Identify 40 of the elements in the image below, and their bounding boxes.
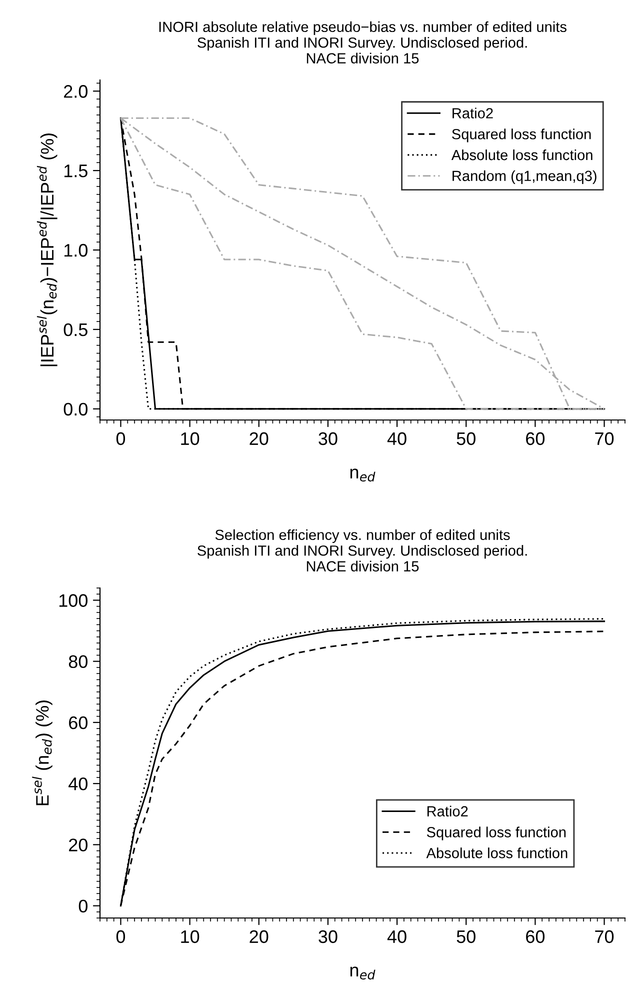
y-tick-label: 80 <box>68 655 88 668</box>
x-tick-label: 0 <box>116 432 126 446</box>
x-tick-label: 60 <box>526 930 545 944</box>
x-tick-label: 20 <box>250 432 268 446</box>
x-tick-label: 60 <box>526 432 545 446</box>
x-tick-label: 50 <box>456 930 476 944</box>
chart-title: INORI absolute relative pseudo−bias vs. number of edited units Spanish ITI and INORI Survey. Undisclosed period. NACE division 15 <box>159 21 566 64</box>
text: |IEP$^{sel}$(n$_{ed}$)−IEP$^{ed}$|/IEP$^{ed}$ (%) <box>36 134 58 366</box>
x-tick-label: 30 <box>318 930 338 944</box>
legend-label: Ratio2 <box>452 108 493 118</box>
x-tick-label: 10 <box>181 432 200 446</box>
y-tick-label: 0 <box>78 900 88 912</box>
legend-label: Random (q1,mean,q3) <box>452 170 596 184</box>
legend-label: Absolute loss function <box>451 149 592 160</box>
x-tick-label: 20 <box>250 930 268 944</box>
y-tick-label: 1.0 <box>64 244 88 257</box>
legend-label: Ratio2 <box>427 806 468 816</box>
x-tick-label: 0 <box>116 930 126 944</box>
legend-label: Squared loss function <box>452 128 591 142</box>
x-tick-label: 70 <box>595 930 614 944</box>
y-tick-label: 60 <box>69 716 88 730</box>
x-tick-label: 40 <box>387 432 406 446</box>
y-tick-label: 2.0 <box>64 85 88 98</box>
legend-label: Squared loss function <box>426 826 566 840</box>
x-tick-label: 50 <box>456 432 476 446</box>
x-axis-title: n$_{ed}$ <box>350 468 376 482</box>
y-tick-label: 100 <box>59 594 88 607</box>
y-tick-label: 20 <box>69 838 88 852</box>
x-tick-label: 10 <box>181 930 200 944</box>
y-tick-label: 40 <box>68 777 88 790</box>
x-tick-label: 30 <box>318 432 338 446</box>
x-tick-label: 70 <box>595 432 614 446</box>
x-tick-label: 40 <box>387 930 406 944</box>
y-tick-label: 0.5 <box>64 323 88 336</box>
x-axis-title: n$_{ed}$ <box>350 966 376 980</box>
y-tick-label: 0.0 <box>64 402 88 416</box>
legend-label: Absolute loss function <box>426 848 568 858</box>
y-axis-title: E$^{sel}$ (n$_{ed}$) (%) <box>32 700 52 806</box>
chart-title: Selection efficiency vs. number of edited units Spanish ITI and INORI Survey. Undisclosed period. NACE division 15 <box>198 529 527 572</box>
y-tick-label: 1.5 <box>64 164 88 178</box>
